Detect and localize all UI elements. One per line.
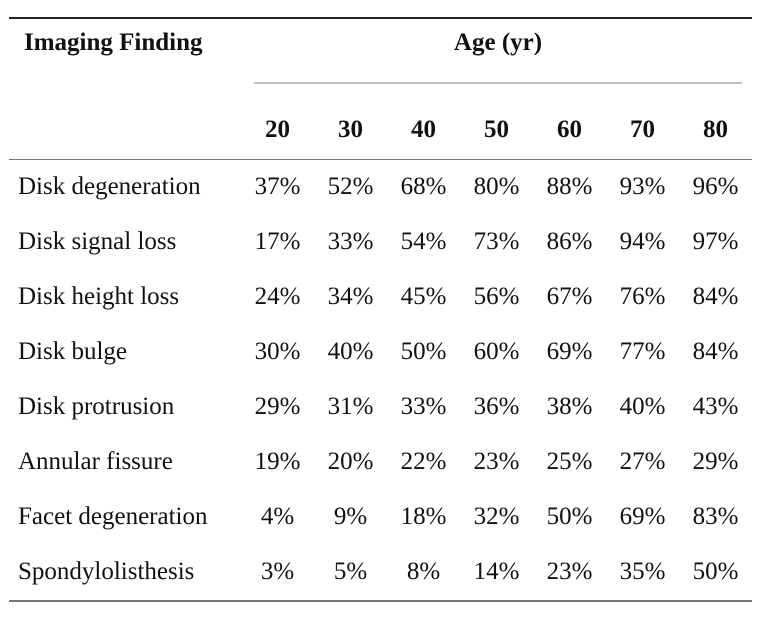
row-label: Disk degeneration: [18, 173, 201, 200]
table-cell: 32%: [473, 503, 520, 530]
table-cell: 84%: [692, 338, 739, 365]
table-cell: 86%: [546, 228, 593, 255]
table-row: Disk protrusion 29% 31% 33% 36% 38% 40% …: [0, 392, 775, 447]
table-cell: 43%: [692, 393, 739, 420]
table-cell: 69%: [546, 338, 593, 365]
table-cell: 97%: [692, 228, 739, 255]
table-cell: 69%: [619, 503, 666, 530]
table-cell: 5%: [333, 558, 368, 585]
age-column-header: 70: [630, 116, 655, 143]
row-label: Facet degeneration: [18, 503, 208, 530]
table-top-rule: [9, 17, 752, 19]
table-cell: 67%: [546, 283, 593, 310]
table-row: Disk bulge 30% 40% 50% 60% 69% 77% 84%: [0, 337, 775, 392]
row-label: Annular fissure: [18, 448, 173, 475]
table-row: Facet degeneration 4% 9% 18% 32% 50% 69%…: [0, 502, 775, 557]
imaging-finding-header: Imaging Finding: [24, 29, 203, 56]
table-cell: 8%: [406, 558, 441, 585]
row-label: Disk protrusion: [18, 393, 175, 420]
table-cell: 56%: [473, 283, 520, 310]
table-cell: 9%: [333, 503, 368, 530]
row-label: Disk signal loss: [18, 228, 177, 255]
table-cell: 45%: [400, 283, 447, 310]
table-cell: 40%: [619, 393, 666, 420]
table-cell: 50%: [692, 558, 739, 585]
age-column-header: 20: [265, 116, 290, 143]
table-cell: 4%: [260, 503, 295, 530]
table-cell: 22%: [400, 448, 447, 475]
table-row: Disk degeneration 37% 52% 68% 80% 88% 93…: [0, 172, 775, 227]
table-cell: 38%: [546, 393, 593, 420]
header-bottom-rule: [9, 159, 752, 160]
table-cell: 80%: [473, 173, 520, 200]
table-cell: 30%: [254, 338, 301, 365]
table-cell: 84%: [692, 283, 739, 310]
age-group-rule: [254, 82, 742, 84]
age-column-header: 60: [557, 116, 582, 143]
table-cell: 33%: [400, 393, 447, 420]
row-label: Disk bulge: [18, 338, 128, 365]
table-cell: 3%: [260, 558, 295, 585]
age-group-header-cell: Age (yr): [254, 0, 742, 80]
table-cell: 68%: [400, 173, 447, 200]
table-cell: 18%: [400, 503, 447, 530]
table-cell: 50%: [546, 503, 593, 530]
table-cell: 77%: [619, 338, 666, 365]
table-row: Annular fissure 19% 20% 22% 23% 25% 27% …: [0, 447, 775, 502]
table-cell: 36%: [473, 393, 520, 420]
table-cell: 27%: [619, 448, 666, 475]
age-column-header: 80: [703, 116, 728, 143]
table-cell: 94%: [619, 228, 666, 255]
table-cell: 29%: [254, 393, 301, 420]
table-row: Disk height loss 24% 34% 45% 56% 67% 76%…: [0, 282, 775, 337]
row-label: Spondylolisthesis: [18, 558, 195, 585]
age-group-header: Age (yr): [453, 29, 543, 56]
table-bottom-rule: [9, 600, 752, 602]
table-cell: 54%: [400, 228, 447, 255]
table-cell: 76%: [619, 283, 666, 310]
table-cell: 40%: [327, 338, 374, 365]
table-cell: 34%: [327, 283, 374, 310]
table-cell: 23%: [546, 558, 593, 585]
table-cell: 25%: [546, 448, 593, 475]
table-cell: 19%: [254, 448, 301, 475]
age-column-header: 50: [484, 116, 509, 143]
row-label: Disk height loss: [18, 283, 180, 310]
table-cell: 37%: [254, 173, 301, 200]
table-cell: 50%: [400, 338, 447, 365]
table-cell: 33%: [327, 228, 374, 255]
table-cell: 88%: [546, 173, 593, 200]
table-row: Disk signal loss 17% 33% 54% 73% 86% 94%…: [0, 227, 775, 282]
table-cell: 60%: [473, 338, 520, 365]
table-cell: 20%: [327, 448, 374, 475]
table-cell: 83%: [692, 503, 739, 530]
table-cell: 35%: [619, 558, 666, 585]
table-row: Spondylolisthesis 3% 5% 8% 14% 23% 35% 5…: [0, 557, 775, 612]
table-cell: 23%: [473, 448, 520, 475]
table-cell: 31%: [327, 393, 374, 420]
age-column-header: 40: [411, 116, 436, 143]
table-cell: 96%: [692, 173, 739, 200]
table-cell: 24%: [254, 283, 301, 310]
table-cell: 52%: [327, 173, 374, 200]
table-cell: 93%: [619, 173, 666, 200]
table-cell: 73%: [473, 228, 520, 255]
table-cell: 14%: [473, 558, 520, 585]
table-cell: 17%: [254, 228, 301, 255]
table-cell: 29%: [692, 448, 739, 475]
age-column-header: 30: [338, 116, 363, 143]
